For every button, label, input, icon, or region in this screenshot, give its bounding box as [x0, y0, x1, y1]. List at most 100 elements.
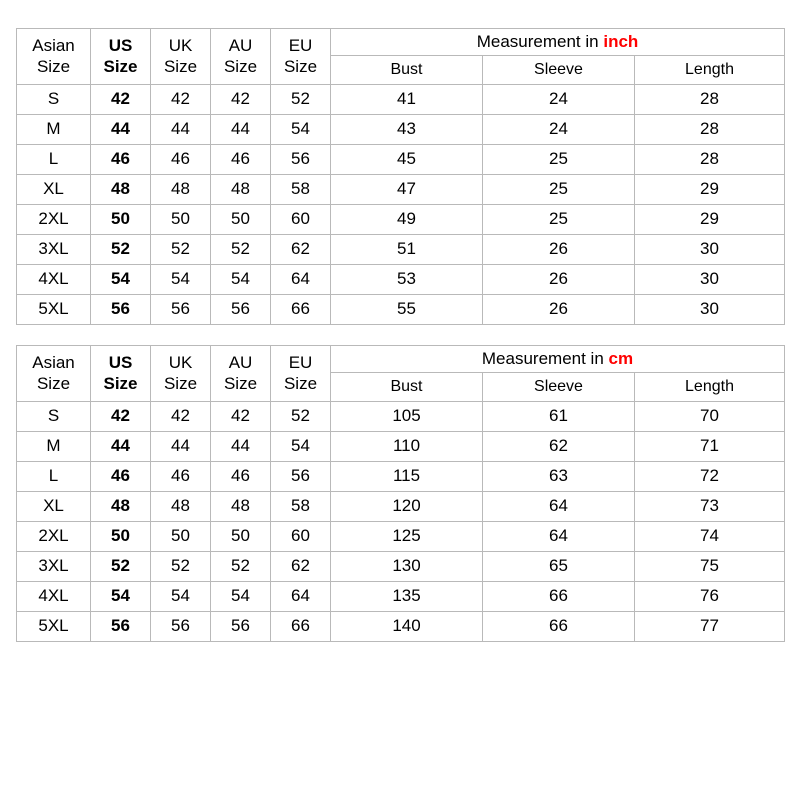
cell-us: 46	[91, 462, 151, 492]
col-header-eu: EUSize	[271, 346, 331, 402]
cell-uk: 44	[151, 115, 211, 145]
cell-bust: 51	[331, 235, 483, 265]
cell-sleeve: 64	[483, 522, 635, 552]
col-header-au: AUSize	[211, 346, 271, 402]
cell-asian: L	[17, 462, 91, 492]
col-header-bust: Bust	[331, 56, 483, 85]
cell-sleeve: 25	[483, 145, 635, 175]
cell-us: 54	[91, 582, 151, 612]
col-header-length: Length	[635, 373, 785, 402]
cell-uk: 48	[151, 492, 211, 522]
cell-asian: 2XL	[17, 205, 91, 235]
cell-bust: 110	[331, 432, 483, 462]
table-row: 5XL565656661406677	[17, 612, 785, 642]
size-chart-container: AsianSize USSize UKSize AUSize EUSize Me…	[0, 0, 800, 662]
cell-bust: 140	[331, 612, 483, 642]
cell-length: 29	[635, 175, 785, 205]
cell-eu: 56	[271, 145, 331, 175]
cell-length: 30	[635, 295, 785, 325]
cell-asian: L	[17, 145, 91, 175]
cell-bust: 45	[331, 145, 483, 175]
cell-asian: 3XL	[17, 235, 91, 265]
cell-us: 50	[91, 205, 151, 235]
cell-us: 48	[91, 492, 151, 522]
cell-uk: 52	[151, 235, 211, 265]
table-row: S424242521056170	[17, 402, 785, 432]
cell-asian: M	[17, 432, 91, 462]
cell-au: 54	[211, 582, 271, 612]
table-gap	[16, 325, 784, 345]
cell-uk: 56	[151, 612, 211, 642]
cell-asian: 5XL	[17, 295, 91, 325]
cell-us: 44	[91, 432, 151, 462]
cell-bust: 115	[331, 462, 483, 492]
col-header-uk: UKSize	[151, 346, 211, 402]
cell-length: 72	[635, 462, 785, 492]
cell-length: 28	[635, 85, 785, 115]
cell-sleeve: 64	[483, 492, 635, 522]
cell-au: 48	[211, 492, 271, 522]
table-row: 3XL52525262512630	[17, 235, 785, 265]
table-row: L46464656452528	[17, 145, 785, 175]
cell-eu: 66	[271, 612, 331, 642]
cell-uk: 48	[151, 175, 211, 205]
cell-eu: 64	[271, 265, 331, 295]
size-table-cm-body: S424242521056170 M444444541106271 L46464…	[17, 402, 785, 642]
cell-asian: XL	[17, 175, 91, 205]
cell-length: 73	[635, 492, 785, 522]
cell-length: 75	[635, 552, 785, 582]
cell-bust: 125	[331, 522, 483, 552]
col-header-sleeve: Sleeve	[483, 373, 635, 402]
cell-sleeve: 66	[483, 612, 635, 642]
cell-bust: 49	[331, 205, 483, 235]
cell-uk: 44	[151, 432, 211, 462]
table-row: L464646561156372	[17, 462, 785, 492]
table-row: XL484848581206473	[17, 492, 785, 522]
cell-au: 42	[211, 402, 271, 432]
cell-length: 74	[635, 522, 785, 552]
cell-eu: 56	[271, 462, 331, 492]
cell-us: 56	[91, 612, 151, 642]
cell-sleeve: 26	[483, 235, 635, 265]
cell-eu: 54	[271, 432, 331, 462]
cell-asian: S	[17, 85, 91, 115]
cell-length: 70	[635, 402, 785, 432]
cell-au: 48	[211, 175, 271, 205]
size-table-cm: AsianSize USSize UKSize AUSize EUSize Me…	[16, 345, 785, 642]
col-header-us: USSize	[91, 346, 151, 402]
cell-au: 54	[211, 265, 271, 295]
cell-bust: 135	[331, 582, 483, 612]
cell-us: 42	[91, 85, 151, 115]
col-header-length: Length	[635, 56, 785, 85]
cell-length: 30	[635, 235, 785, 265]
table-row: 4XL545454641356676	[17, 582, 785, 612]
cell-uk: 52	[151, 552, 211, 582]
cell-asian: 5XL	[17, 612, 91, 642]
cell-bust: 47	[331, 175, 483, 205]
col-header-us: USSize	[91, 29, 151, 85]
cell-eu: 66	[271, 295, 331, 325]
col-header-uk: UKSize	[151, 29, 211, 85]
cell-asian: 4XL	[17, 265, 91, 295]
cell-asian: 2XL	[17, 522, 91, 552]
cell-au: 52	[211, 235, 271, 265]
cell-uk: 46	[151, 462, 211, 492]
cell-sleeve: 63	[483, 462, 635, 492]
cell-asian: S	[17, 402, 91, 432]
cell-sleeve: 26	[483, 265, 635, 295]
cell-eu: 62	[271, 552, 331, 582]
cell-bust: 43	[331, 115, 483, 145]
unit-label: cm	[609, 349, 634, 368]
cell-us: 48	[91, 175, 151, 205]
cell-au: 44	[211, 432, 271, 462]
cell-eu: 52	[271, 402, 331, 432]
cell-length: 76	[635, 582, 785, 612]
cell-sleeve: 26	[483, 295, 635, 325]
cell-eu: 58	[271, 492, 331, 522]
cell-asian: 4XL	[17, 582, 91, 612]
unit-label: inch	[603, 32, 638, 51]
table-row: M44444454432428	[17, 115, 785, 145]
col-header-asian: AsianSize	[17, 346, 91, 402]
col-header-sleeve: Sleeve	[483, 56, 635, 85]
cell-sleeve: 61	[483, 402, 635, 432]
